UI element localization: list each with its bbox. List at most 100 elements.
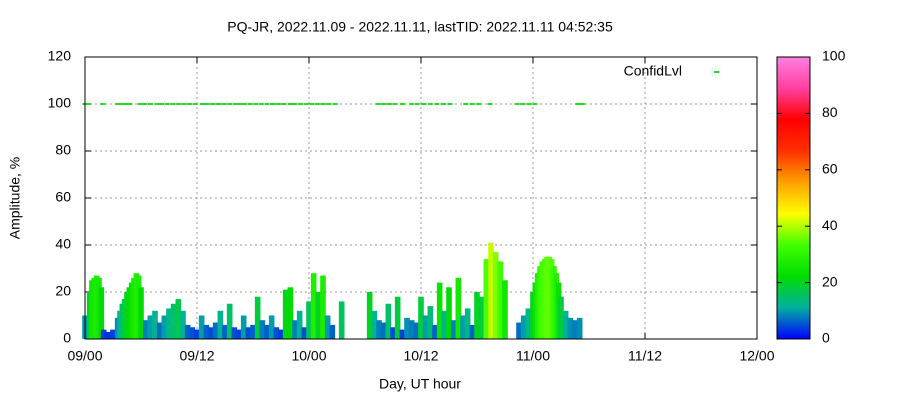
impulse bbox=[408, 320, 415, 339]
impulse bbox=[296, 310, 303, 339]
plot-frame bbox=[84, 56, 758, 340]
confidence-point bbox=[427, 103, 433, 105]
confidence-point bbox=[175, 103, 181, 105]
impulse bbox=[105, 331, 112, 339]
x-tick-label: 12/00 bbox=[739, 348, 774, 364]
impulse bbox=[492, 252, 499, 339]
colorbar-tick-label: 60 bbox=[822, 161, 838, 177]
impulse bbox=[315, 292, 322, 339]
impulse bbox=[520, 315, 527, 339]
legend-marker bbox=[714, 71, 719, 73]
confidence-point bbox=[192, 103, 198, 105]
confidence-point bbox=[392, 103, 398, 105]
confidence-point bbox=[142, 103, 148, 105]
y-tick-label: 80 bbox=[55, 142, 71, 158]
confidence-point bbox=[200, 103, 206, 105]
colorbar-tick-label: 0 bbox=[822, 330, 830, 346]
confidence-point bbox=[154, 103, 160, 105]
confidence-point bbox=[532, 103, 538, 105]
impulse bbox=[142, 320, 149, 339]
impulse bbox=[231, 327, 238, 339]
x-tick-label: 09/00 bbox=[67, 348, 102, 364]
y-tick-label: 0 bbox=[63, 330, 71, 346]
impulse bbox=[240, 315, 247, 339]
impulse bbox=[273, 327, 280, 339]
impulse bbox=[562, 310, 569, 339]
impulse bbox=[217, 310, 224, 339]
confidence-point bbox=[118, 103, 124, 105]
confidence-point bbox=[575, 103, 581, 105]
impulse bbox=[98, 287, 105, 339]
confidence-point bbox=[281, 103, 287, 105]
confidence-point bbox=[237, 103, 243, 105]
impulse bbox=[478, 296, 485, 339]
impulse bbox=[236, 329, 242, 339]
impulse bbox=[432, 324, 438, 339]
confidence-point bbox=[115, 103, 121, 105]
confidence-point bbox=[520, 103, 526, 105]
confidence-point bbox=[463, 103, 469, 105]
impulse bbox=[446, 287, 452, 339]
impulse bbox=[189, 327, 196, 339]
impulse bbox=[147, 315, 154, 339]
confidence-point bbox=[247, 103, 253, 105]
confidence-point bbox=[242, 103, 248, 105]
confidence-point bbox=[85, 103, 91, 105]
colorbar bbox=[776, 56, 811, 340]
confidence-point bbox=[221, 103, 227, 105]
impulse bbox=[576, 317, 583, 339]
confidence-point bbox=[232, 103, 238, 105]
impulse bbox=[268, 315, 275, 339]
confidence-point bbox=[275, 103, 281, 105]
confidence-point bbox=[526, 103, 532, 105]
confidence-point bbox=[210, 103, 216, 105]
impulse bbox=[455, 277, 462, 339]
y-axis-label: Amplitude, % bbox=[7, 157, 23, 239]
confidence-point bbox=[579, 103, 585, 105]
confidence-point bbox=[487, 103, 493, 105]
confidence-point bbox=[320, 103, 326, 105]
confidence-point bbox=[164, 103, 170, 105]
colorbar-tick-label: 100 bbox=[822, 48, 846, 64]
impulse bbox=[310, 273, 317, 339]
impulse bbox=[264, 324, 270, 339]
impulse bbox=[292, 320, 298, 339]
confidence-point bbox=[332, 103, 338, 105]
y-tick-label: 20 bbox=[55, 283, 71, 299]
confidence-point bbox=[170, 103, 176, 105]
confidence-point bbox=[326, 103, 332, 105]
impulse bbox=[450, 320, 457, 339]
y-tick-label: 40 bbox=[55, 236, 71, 252]
confidence-point bbox=[181, 103, 187, 105]
impulse bbox=[413, 322, 420, 339]
impulse bbox=[152, 310, 158, 339]
confidence-point bbox=[298, 103, 304, 105]
impulse bbox=[385, 303, 392, 339]
impulse bbox=[166, 308, 172, 339]
confidence-point bbox=[137, 103, 143, 105]
impulse bbox=[226, 303, 233, 339]
confidence-point bbox=[253, 103, 259, 105]
y-tick-label: 60 bbox=[55, 189, 71, 205]
impulse bbox=[366, 292, 373, 339]
impulse bbox=[156, 322, 163, 339]
legend-label: ConfidLvl bbox=[624, 63, 682, 79]
confidence-point bbox=[314, 103, 320, 105]
confidence-point bbox=[434, 103, 440, 105]
impulse bbox=[282, 289, 289, 339]
impulse bbox=[100, 329, 107, 339]
impulse bbox=[516, 322, 522, 339]
impulse bbox=[390, 327, 396, 339]
x-tick-label: 10/00 bbox=[291, 348, 326, 364]
confidence-point bbox=[381, 103, 387, 105]
impulse bbox=[161, 315, 168, 339]
confidence-point bbox=[514, 103, 520, 105]
impulse bbox=[212, 322, 219, 339]
confidence-point bbox=[100, 103, 106, 105]
impulse bbox=[170, 303, 177, 339]
impulse bbox=[329, 324, 336, 339]
impulse bbox=[245, 327, 252, 339]
impulse bbox=[376, 320, 382, 339]
impulse bbox=[306, 301, 312, 339]
x-tick-label: 11/00 bbox=[516, 348, 550, 364]
